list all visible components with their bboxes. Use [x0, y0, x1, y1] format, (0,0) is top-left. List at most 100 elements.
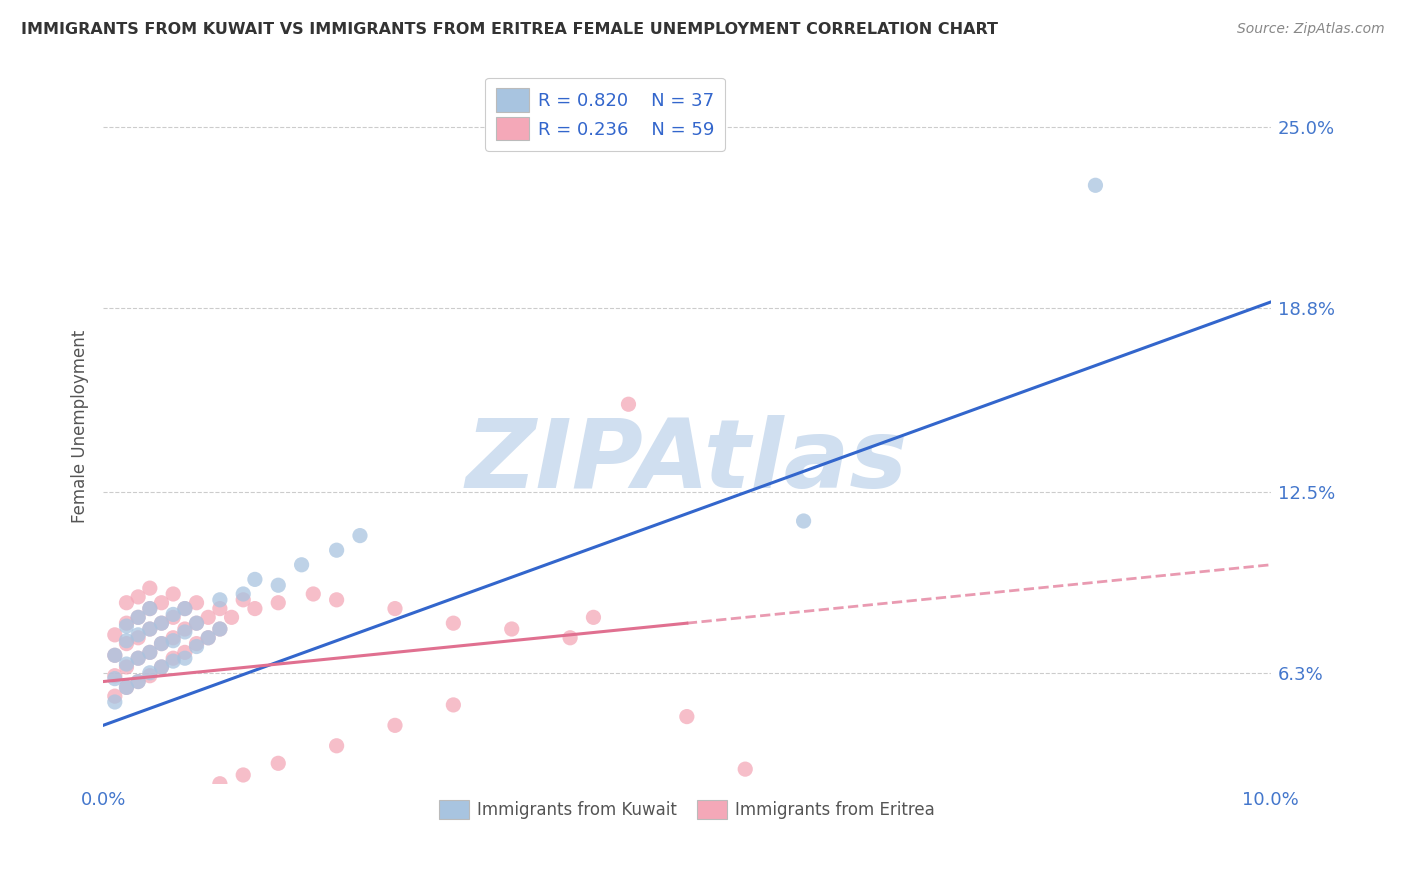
Point [139, 622, 162, 636]
Point [173, 601, 195, 615]
Point [173, 645, 195, 659]
Point [384, 718, 406, 732]
Text: ZIPAtlas: ZIPAtlas [465, 416, 908, 508]
Point [291, 558, 314, 572]
Point [162, 610, 184, 624]
Point [104, 648, 127, 663]
Point [267, 596, 290, 610]
Point [558, 631, 581, 645]
Point [115, 660, 138, 674]
Point [162, 607, 184, 622]
Point [115, 637, 138, 651]
Text: Source: ZipAtlas.com: Source: ZipAtlas.com [1237, 22, 1385, 37]
Point [197, 610, 219, 624]
Point [115, 619, 138, 633]
Point [734, 762, 756, 776]
Point [232, 587, 254, 601]
Point [325, 543, 347, 558]
Point [267, 578, 290, 592]
Point [104, 695, 127, 709]
Point [1084, 178, 1107, 193]
Point [139, 669, 162, 683]
Point [115, 596, 138, 610]
Point [441, 698, 464, 712]
Point [104, 672, 127, 686]
Point [208, 601, 231, 615]
Point [349, 528, 371, 542]
Point [173, 622, 195, 636]
Point [173, 624, 195, 639]
Point [243, 601, 266, 615]
Point [162, 587, 184, 601]
Point [617, 397, 640, 411]
Point [150, 660, 173, 674]
Point [325, 592, 347, 607]
Text: IMMIGRANTS FROM KUWAIT VS IMMIGRANTS FROM ERITREA FEMALE UNEMPLOYMENT CORRELATIO: IMMIGRANTS FROM KUWAIT VS IMMIGRANTS FRO… [21, 22, 998, 37]
Point [150, 596, 173, 610]
Point [186, 640, 208, 654]
Point [115, 616, 138, 631]
Point [127, 631, 149, 645]
Point [232, 592, 254, 607]
Point [115, 681, 138, 695]
Point [115, 657, 138, 671]
Point [127, 651, 149, 665]
Point [150, 616, 173, 631]
Point [139, 601, 162, 615]
Point [127, 674, 149, 689]
Point [197, 631, 219, 645]
Point [186, 637, 208, 651]
Point [139, 645, 162, 659]
Point [173, 651, 195, 665]
Point [127, 610, 149, 624]
Point [173, 601, 195, 615]
Point [104, 648, 127, 663]
Point [139, 601, 162, 615]
Point [162, 651, 184, 665]
Point [150, 637, 173, 651]
Point [127, 628, 149, 642]
Point [208, 777, 231, 791]
Point [127, 674, 149, 689]
Point [208, 592, 231, 607]
Point [127, 651, 149, 665]
Point [501, 622, 523, 636]
Point [104, 689, 127, 703]
Point [441, 616, 464, 631]
Point [793, 514, 815, 528]
Point [197, 631, 219, 645]
Legend: Immigrants from Kuwait, Immigrants from Eritrea: Immigrants from Kuwait, Immigrants from … [432, 793, 942, 825]
Point [150, 637, 173, 651]
Point [582, 610, 605, 624]
Point [302, 587, 325, 601]
Point [115, 633, 138, 648]
Point [232, 768, 254, 782]
Point [150, 616, 173, 631]
Point [676, 709, 699, 723]
Point [221, 610, 243, 624]
Point [243, 573, 266, 587]
Point [139, 622, 162, 636]
Point [186, 616, 208, 631]
Point [162, 654, 184, 668]
Point [104, 669, 127, 683]
Point [139, 645, 162, 659]
Y-axis label: Female Unemployment: Female Unemployment [72, 329, 89, 523]
Point [104, 628, 127, 642]
Point [208, 622, 231, 636]
Point [186, 616, 208, 631]
Point [127, 610, 149, 624]
Point [162, 797, 184, 812]
Point [139, 581, 162, 595]
Point [150, 660, 173, 674]
Point [325, 739, 347, 753]
Point [115, 681, 138, 695]
Point [208, 622, 231, 636]
Point [127, 590, 149, 604]
Point [384, 601, 406, 615]
Point [162, 631, 184, 645]
Point [186, 785, 208, 799]
Point [267, 756, 290, 771]
Point [186, 596, 208, 610]
Point [162, 633, 184, 648]
